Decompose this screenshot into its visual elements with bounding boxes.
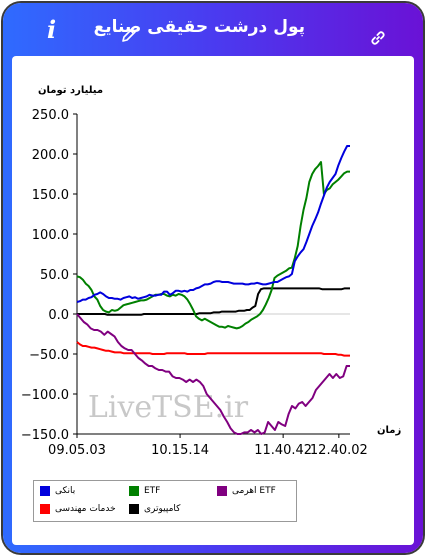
- series-line-4: [77, 287, 350, 316]
- legend-label: بانکی: [55, 486, 76, 496]
- y-axis: 250.0 200.0 150.0 100.0 50.0 0.0 −50.0 −100.0 −1…: [21, 108, 350, 443]
- legend-label: کامپیوتری: [144, 504, 181, 514]
- y-tick-label: 100.0: [32, 228, 69, 243]
- link-icon[interactable]: [369, 29, 387, 47]
- pencil-icon[interactable]: [121, 27, 137, 43]
- series-lines: [76, 145, 350, 435]
- legend-label: ETF اهرمی: [232, 486, 276, 496]
- legend-item-banki[interactable]: بانکی: [40, 486, 75, 496]
- y-tick-label: −100.0: [21, 388, 69, 403]
- info-icon[interactable]: i: [47, 15, 57, 44]
- legend-swatch: [129, 486, 139, 496]
- chart-legend: بانکی ETF ETF اهرمی خدمات مهندسی کامپیوت…: [33, 480, 297, 522]
- series-line-3: [76, 341, 350, 357]
- y-tick-label: −50.0: [29, 348, 69, 363]
- page-title: پول درشت حقیقی صنایع: [93, 17, 305, 37]
- legend-item-computer[interactable]: کامپیوتری: [129, 504, 180, 514]
- x-tick-label: 12.40.02: [310, 443, 368, 458]
- legend-swatch: [40, 504, 50, 514]
- legend-item-etf-ahrami[interactable]: ETF اهرمی: [217, 486, 276, 496]
- y-tick-label: 0.0: [48, 308, 69, 323]
- x-tick-label: 09.05.03: [48, 443, 106, 458]
- line-chart: میلیارد تومان زمان LiveTSE.ir 250.0 200.0…: [21, 85, 402, 458]
- legend-swatch: [129, 504, 139, 514]
- y-tick-label: 250.0: [32, 108, 69, 123]
- y-tick-label: 150.0: [32, 188, 69, 203]
- legend-label: خدمات مهندسی: [55, 504, 116, 514]
- app-frame: i پول درشت حقیقی صنایع: [3, 3, 423, 553]
- x-tick-label: 11.40.42: [254, 443, 312, 458]
- legend-item-etf[interactable]: ETF: [129, 486, 160, 496]
- y-tick-label: 50.0: [40, 268, 69, 283]
- series-line-1: [76, 161, 350, 330]
- series-line-0: [76, 145, 350, 303]
- y-tick-label: −150.0: [21, 428, 69, 443]
- x-axis-label: زمان: [377, 425, 401, 436]
- y-axis-label: میلیارد تومان: [38, 85, 103, 96]
- header-bar: i پول درشت حقیقی صنایع: [3, 3, 423, 57]
- legend-swatch: [217, 486, 227, 496]
- legend-item-khadamat[interactable]: خدمات مهندسی: [40, 504, 116, 514]
- legend-label: ETF: [144, 486, 161, 496]
- x-tick-label: 10.15.14: [151, 443, 209, 458]
- legend-swatch: [40, 486, 50, 496]
- y-tick-label: 200.0: [32, 148, 69, 163]
- series-line-2: [76, 313, 350, 435]
- watermark: LiveTSE.ir: [88, 390, 249, 425]
